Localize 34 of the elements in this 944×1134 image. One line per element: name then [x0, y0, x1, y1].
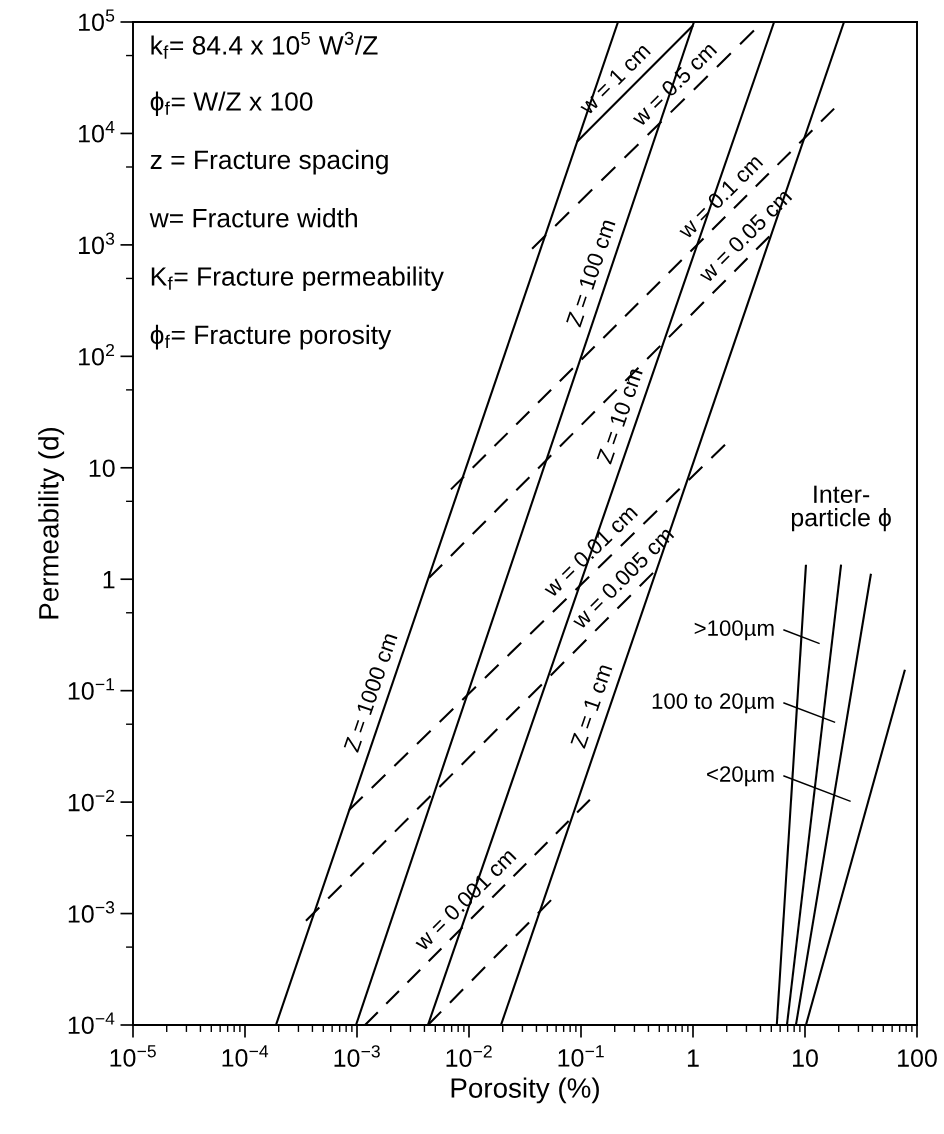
annotation: Inter- particle ϕ	[791, 485, 891, 532]
x-tick-label: 10	[793, 1049, 818, 1067]
x-tick-label: 10$^{−2}$	[446, 1045, 492, 1067]
annotation: z = Fracture spacing	[150, 149, 388, 175]
annotation: ϕ$_{f}$= W/Z x 100	[150, 91, 313, 117]
y-tick-label: 10$^{−3}$	[68, 901, 115, 923]
annotation: 100 to 20µm	[652, 693, 774, 714]
annotation: K$_{f}$= Fracture permeability	[151, 266, 444, 292]
annotation: k$_{f}$= 84.4 x 10$^{5}$ W$^{3}$/Z	[151, 31, 378, 59]
annotation: w= Fracture width	[149, 208, 357, 228]
annotation: Z = 10 cm	[596, 367, 643, 465]
annotation: Z = 1 cm	[570, 663, 613, 749]
y-tick-label: 10$^{−2}$	[68, 789, 114, 812]
x-tick-label: 10$^{−3}$	[334, 1045, 380, 1067]
x-axis-title: Porosity (%)	[451, 1077, 599, 1104]
x-tick-label: 10$^{−5}$	[110, 1045, 156, 1067]
x-tick-label: 100	[898, 1049, 937, 1067]
annotation: <20µm	[707, 766, 774, 787]
y-tick-label: 10$^{2}$	[79, 343, 115, 366]
y-tick-label: 10$^{3}$	[79, 232, 115, 255]
x-tick-label: 1	[687, 1049, 699, 1067]
annotation: >100µm	[694, 620, 774, 641]
annotation: Z = 1000 cm	[343, 632, 398, 753]
y-tick-label: 10$^{4}$	[79, 121, 115, 143]
annotation: Z = 100 cm	[565, 218, 616, 328]
y-tick-label: 10	[89, 459, 115, 478]
y-tick-label: 10$^{−4}$	[68, 1012, 115, 1035]
y-axis-title: Permeability (d)	[38, 427, 65, 619]
y-tick-label: 1	[103, 571, 115, 589]
annotation: ϕ$_{f}$= Fracture porosity	[150, 324, 392, 350]
y-tick-label: 10$^{−1}$	[68, 678, 115, 700]
x-tick-label: 10$^{−4}$	[222, 1045, 269, 1067]
y-tick-label: 10$^{5}$	[79, 9, 115, 32]
x-tick-label: 10$^{−1}$	[558, 1045, 604, 1067]
